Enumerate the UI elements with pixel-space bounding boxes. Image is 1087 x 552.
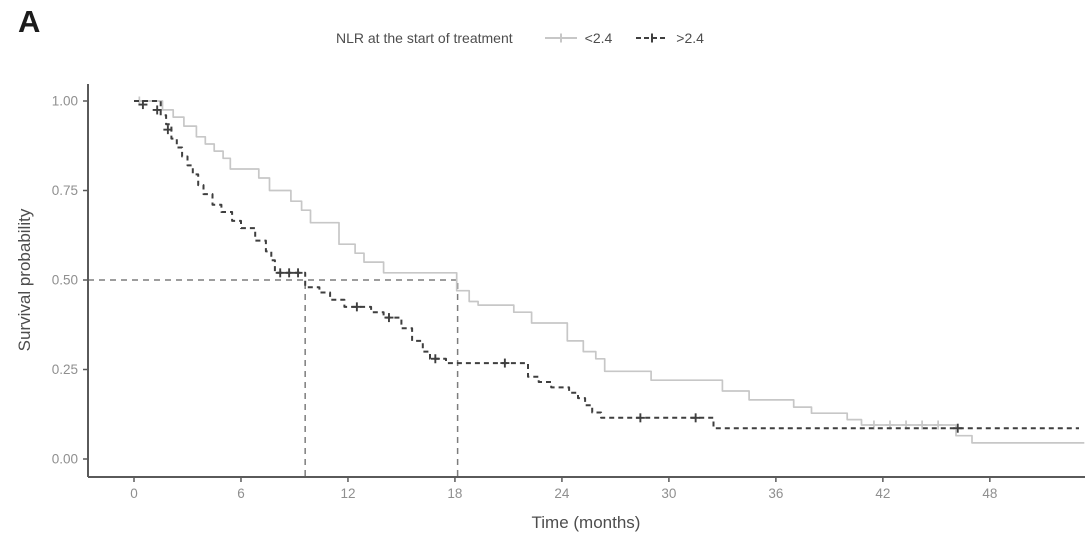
survival-curve-nlr-high xyxy=(134,100,1079,430)
legend-key-high-icon xyxy=(636,33,669,43)
legend-label-nlr-high: >2.4 xyxy=(676,30,704,46)
legend-label-nlr-low: <2.4 xyxy=(584,30,613,46)
y-tick-label: 1.00 xyxy=(52,94,78,109)
y-axis-title: Survival probability xyxy=(15,208,34,352)
x-tick-label: 0 xyxy=(130,486,138,501)
y-tick-label: 0.00 xyxy=(52,452,78,467)
x-tick-label: 36 xyxy=(768,486,783,501)
panel-label: A xyxy=(18,4,41,39)
y-tick-label: 0.75 xyxy=(52,183,78,198)
x-tick-label: 12 xyxy=(340,486,355,501)
legend-key-low-icon xyxy=(544,33,577,43)
y-tick-label: 0.50 xyxy=(52,273,78,288)
x-tick-label: 24 xyxy=(554,486,570,501)
x-tick-label: 48 xyxy=(982,486,997,501)
x-tick-label: 42 xyxy=(875,486,890,501)
legend-entry-nlr-high: >2.4 xyxy=(634,30,704,46)
legend-entry-nlr-low: <2.4 xyxy=(543,30,613,46)
survival-curve-nlr-low xyxy=(134,100,1085,444)
x-tick-label: 30 xyxy=(661,486,676,501)
x-tick-label: 18 xyxy=(447,486,462,501)
y-tick-label: 0.25 xyxy=(52,362,78,377)
x-axis-title: Time (months) xyxy=(531,513,641,532)
legend-title: NLR at the start of treatment xyxy=(336,30,513,46)
legend: NLR at the start of treatment <2.4 >2.4 xyxy=(336,30,704,46)
x-tick-label: 6 xyxy=(237,486,245,501)
